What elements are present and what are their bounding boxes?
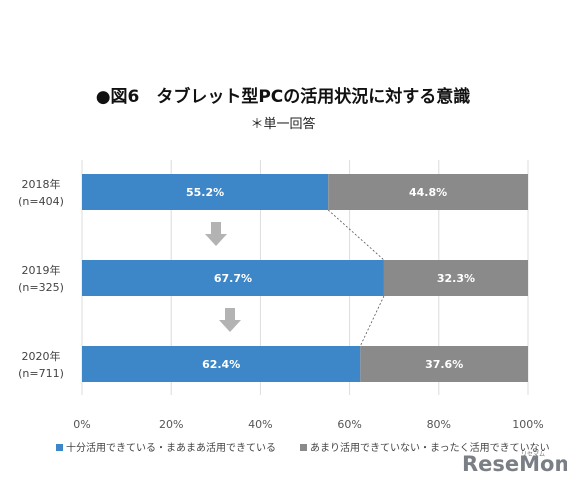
category-labels: 2018年 (n=404) 2019年 (n=325) 2020年 (n=711) [18,177,64,380]
x-tick-label: 60% [337,418,361,431]
bar-segment-negative [360,346,528,382]
bar-value-label: 32.3% [437,272,475,285]
brand-logo-text: ReseMom [462,452,567,476]
bar-value-label: 62.4% [202,358,240,371]
legend-label: 十分活用できている・まあまあ活用できている [66,441,276,454]
bar-segment-positive [82,260,384,296]
chart-subtitle: ＊単一回答 [250,116,315,132]
down-arrows [205,222,241,332]
brand-logo-kana: リセマム [521,451,545,458]
bar-segment-positive [82,174,329,210]
category-year-label: 2019年 [22,263,61,277]
brand-logo: ReseMom リセマム [462,451,567,476]
bar-segment-positive [82,346,361,382]
category-n-label: (n=404) [18,195,64,208]
x-tick-label: 100% [512,418,543,431]
bars: 55.2% 44.8% 67.7% 32.3% 62.4% 37.6% [82,174,528,382]
x-axis-ticks: 0% 20% 40% 60% 80% 100% [73,418,543,431]
x-tick-label: 0% [73,418,90,431]
x-tick-label: 40% [248,418,272,431]
bar-value-label: 44.8% [409,186,447,199]
category-n-label: (n=325) [18,281,64,294]
connector-line [327,209,385,261]
chart-title: ●図6 タブレット型PCの活用状況に対する意識 [96,86,471,107]
legend-swatch [300,444,307,451]
legend: 十分活用できている・まあまあ活用できている あまり活用できていない・まったく活用で… [56,441,550,454]
down-arrow-icon [219,308,241,332]
category-n-label: (n=711) [18,367,64,380]
legend-swatch [56,444,63,451]
category-year-label: 2020年 [22,349,61,363]
down-arrow-icon [205,222,227,246]
x-tick-label: 20% [159,418,183,431]
x-tick-label: 80% [427,418,451,431]
legend-label: あまり活用できていない・まったく活用できていない [310,442,550,454]
category-year-label: 2018年 [22,177,61,191]
bar-value-label: 55.2% [186,186,224,199]
bar-segment-negative [328,174,528,210]
bar-segment-negative [383,260,528,296]
bar-value-label: 67.7% [214,272,252,285]
connector-line [359,295,385,347]
bar-value-label: 37.6% [425,358,463,371]
connector-lines [327,209,385,347]
